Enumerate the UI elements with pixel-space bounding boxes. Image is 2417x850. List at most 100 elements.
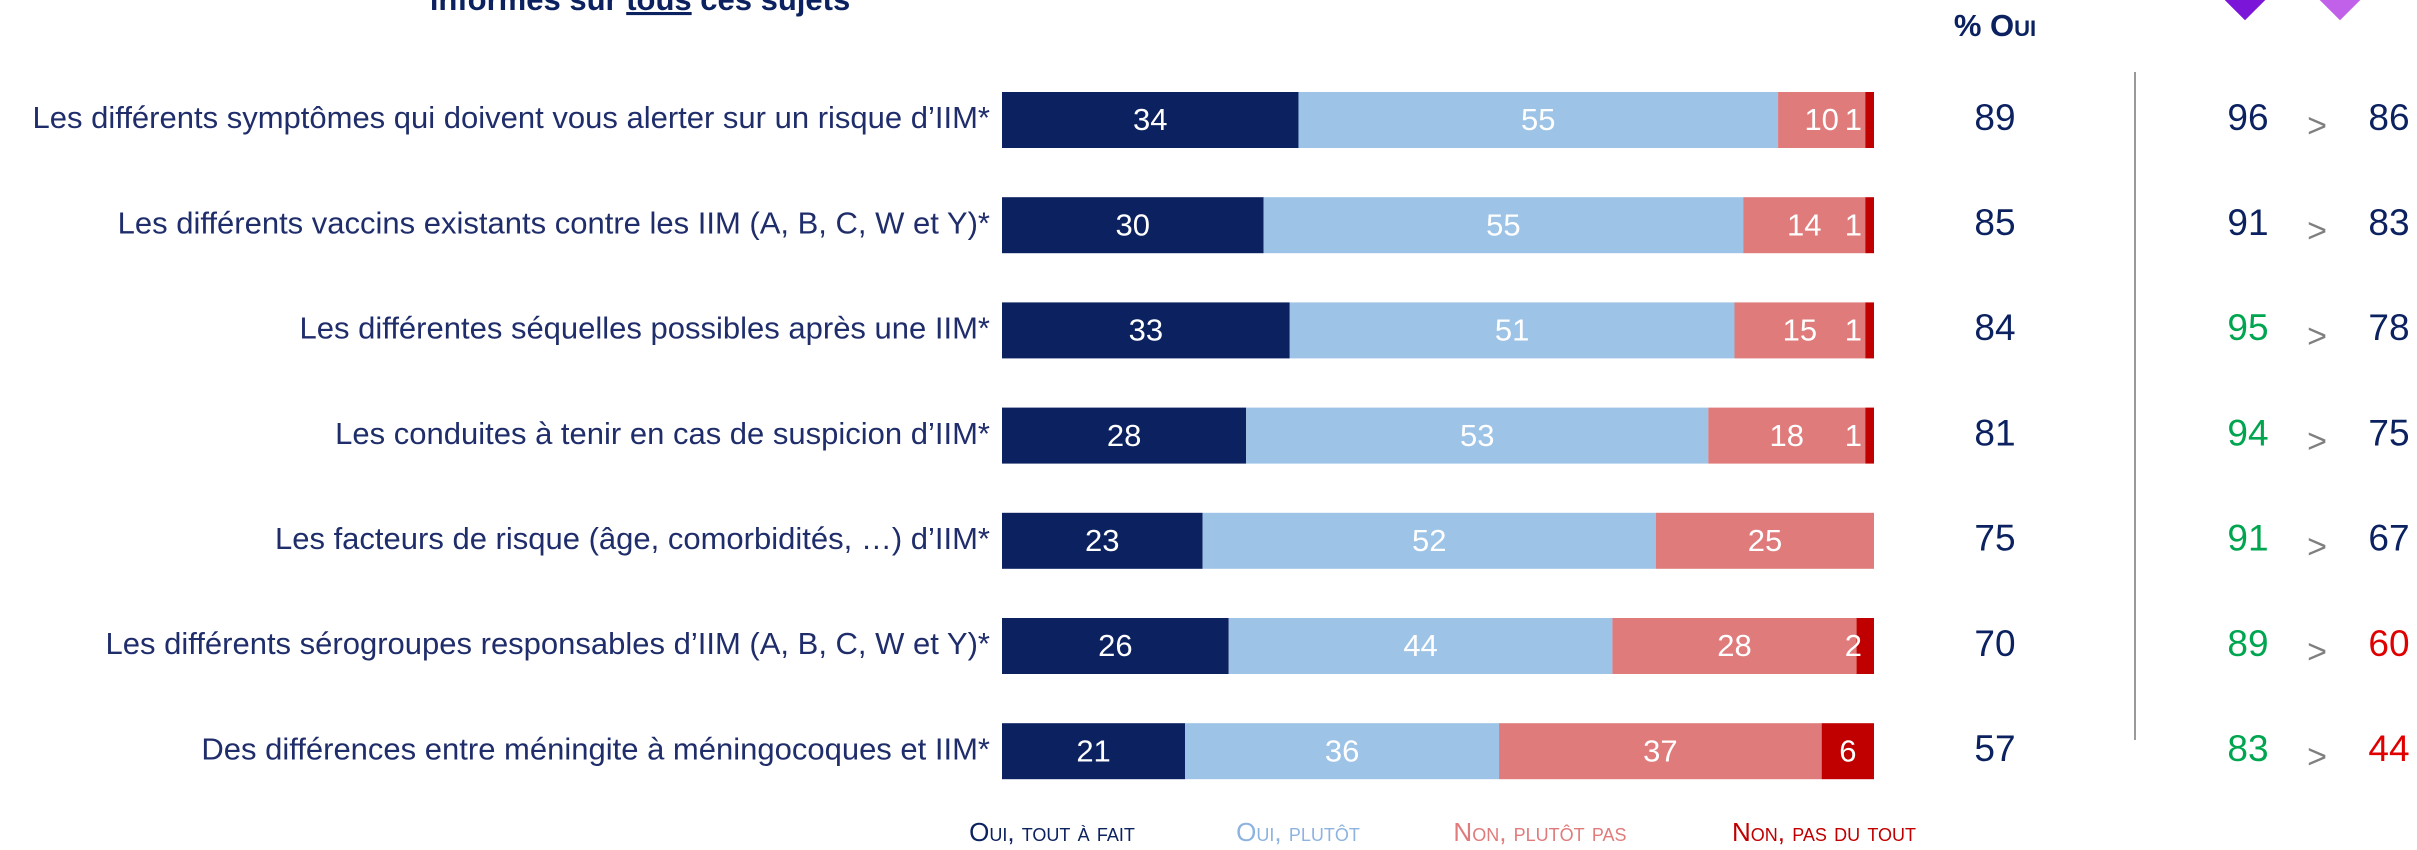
data-label: 6 (1839, 733, 1856, 768)
category-label: Les facteurs de risque (âge, comorbidité… (275, 521, 990, 556)
bar-segment (1002, 197, 1264, 254)
comparator: > (2307, 317, 2327, 355)
category-label: Les différents vaccins existants contre … (118, 205, 990, 240)
bar-segment (1865, 197, 1874, 254)
data-label: 23 (1085, 523, 1119, 558)
group1-value: 83 (2227, 728, 2268, 769)
group1-value: 91 (2227, 518, 2268, 559)
data-label: 36 (1325, 733, 1359, 768)
bar-segment (1002, 407, 1247, 464)
data-label: 53 (1460, 418, 1494, 453)
group2-value: 75 (2368, 412, 2409, 453)
data-label: 51 (1495, 313, 1529, 348)
group2-value: 78 (2368, 307, 2409, 348)
comparator: > (2307, 633, 2327, 671)
bar-segment (1656, 512, 1874, 569)
bar-segment (1002, 723, 1186, 780)
legend-label: Non, plutôt pas (1453, 817, 1626, 847)
data-label: 55 (1486, 207, 1520, 242)
comparator: > (2307, 738, 2327, 776)
oui-header: % Oui (1954, 8, 2036, 43)
legend-label: Oui, plutôt (1236, 817, 1360, 847)
data-label: 1 (1845, 418, 1862, 453)
comparator: > (2307, 212, 2327, 250)
oui-total: 57 (1974, 728, 2015, 769)
bar-segment (1778, 92, 1866, 148)
bar-segment (1002, 512, 1203, 569)
group2-value: 44 (2368, 728, 2409, 769)
bar-segment (1185, 723, 1500, 780)
bar-segment (1002, 302, 1290, 359)
oui-total: 70 (1974, 623, 2015, 664)
data-label: 10 (1804, 102, 1838, 137)
category-label: Les différents symptômes qui doivent vou… (33, 100, 990, 135)
category-label: Les différentes séquelles possibles aprè… (300, 311, 990, 346)
data-label: 15 (1783, 313, 1817, 348)
comparator: > (2307, 423, 2327, 461)
oui-total: 75 (1974, 518, 2015, 559)
group2-value: 60 (2368, 623, 2409, 664)
bar-segment (1612, 618, 1857, 674)
data-label: 30 (1116, 207, 1150, 242)
chart-title: informés sur tous ces sujets (430, 0, 850, 17)
legend-label: Oui, tout à fait (969, 817, 1135, 847)
data-label: 28 (1107, 418, 1141, 453)
bar-segment (1499, 723, 1822, 780)
data-label: 21 (1076, 733, 1110, 768)
bar-segment (1002, 92, 1299, 148)
comparator: > (2307, 528, 2327, 566)
oui-total: 84 (1974, 307, 2015, 348)
data-label: 2 (1845, 628, 1862, 663)
data-label: 44 (1403, 628, 1437, 663)
group2-value: 86 (2368, 97, 2409, 138)
data-label: 28 (1717, 628, 1751, 663)
bar-segment (1821, 723, 1874, 780)
bar-segment (1228, 618, 1613, 674)
category-label: Les conduites à tenir en cas de suspicio… (335, 416, 990, 451)
data-label: 33 (1129, 313, 1163, 348)
oui-total: 81 (1974, 412, 2015, 453)
data-label: 25 (1748, 523, 1782, 558)
group2-value: 83 (2368, 202, 2409, 243)
data-label: 52 (1412, 523, 1446, 558)
bar-segment (1202, 512, 1656, 569)
bar-segment (1289, 302, 1735, 359)
data-label: 1 (1845, 313, 1862, 348)
title-part: tous (626, 0, 691, 17)
legend-label: Non, pas du tout (1732, 817, 1916, 847)
data-label: 18 (1770, 418, 1804, 453)
data-label: 1 (1845, 102, 1862, 137)
bar-segment (1263, 197, 1744, 254)
group1-value: 89 (2227, 623, 2268, 664)
group-icon (2216, 0, 2274, 21)
group1-value: 95 (2227, 307, 2268, 348)
bar-segment (1865, 407, 1874, 464)
data-label: 14 (1787, 207, 1821, 242)
data-label: 26 (1098, 628, 1132, 663)
title-part: informés sur (430, 0, 626, 17)
oui-total: 85 (1974, 202, 2015, 243)
group-icon (2311, 0, 2369, 21)
data-label: 55 (1521, 102, 1555, 137)
bar-segment (1743, 197, 1866, 254)
bar-segment (1865, 92, 1874, 148)
bar-segment (1734, 302, 1866, 359)
bar-segment (1708, 407, 1866, 464)
bar-segment (1865, 302, 1874, 359)
group1-value: 96 (2227, 97, 2268, 138)
data-label: 34 (1133, 102, 1167, 137)
comparator: > (2307, 107, 2327, 145)
group2-value: 67 (2368, 518, 2409, 559)
bar-segment (1298, 92, 1779, 148)
group1-value: 94 (2227, 412, 2268, 453)
data-label: 37 (1643, 733, 1677, 768)
oui-total: 89 (1974, 97, 2015, 138)
title-part: ces sujets (692, 0, 851, 17)
bar-segment (1002, 618, 1229, 674)
bar-segment (1856, 618, 1874, 674)
data-label: 1 (1845, 207, 1862, 242)
group1-value: 91 (2227, 202, 2268, 243)
bar-segment (1246, 407, 1709, 464)
category-label: Des différences entre méningite à méning… (201, 731, 990, 766)
